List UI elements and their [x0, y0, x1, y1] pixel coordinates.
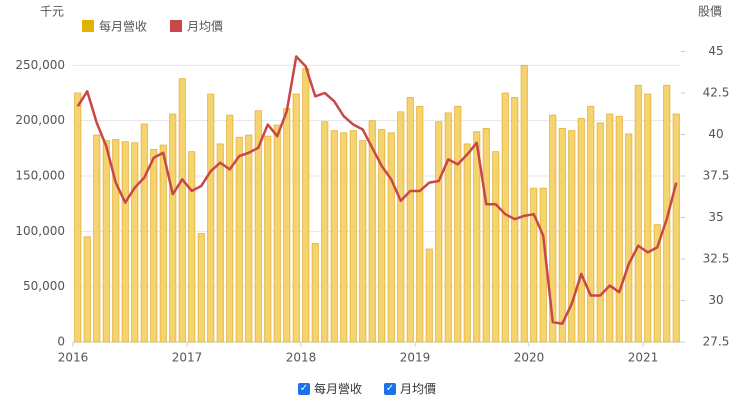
y2-tick-label: 30	[708, 293, 723, 307]
x-tick-label: 2019	[400, 351, 431, 365]
bar	[501, 92, 509, 343]
x-tick-label: 2018	[286, 351, 317, 365]
bar	[359, 140, 367, 343]
bar	[197, 233, 205, 343]
y-tick-label: 100,000	[15, 224, 65, 238]
bar	[473, 131, 481, 343]
y-axis-title: 千元	[40, 5, 64, 19]
y-tick-label: 200,000	[15, 113, 65, 127]
legend-swatch	[82, 20, 94, 32]
legend-label: 月均價	[187, 20, 223, 34]
bar	[625, 133, 633, 343]
bar	[159, 144, 167, 343]
bar	[435, 121, 443, 343]
bar	[131, 142, 139, 343]
toggle-label: 每月營收	[314, 382, 363, 396]
bar	[653, 224, 661, 343]
bar	[482, 128, 490, 343]
bar	[416, 105, 424, 343]
bar	[235, 136, 243, 343]
bar	[169, 113, 177, 343]
y2-tick-label: 42.5	[703, 86, 730, 100]
bar	[216, 143, 224, 343]
legend-label: 每月營收	[99, 19, 147, 34]
bar	[340, 132, 348, 343]
x-tick-label: 2021	[628, 351, 659, 365]
bar	[349, 130, 357, 343]
bar	[672, 113, 680, 343]
bar	[302, 68, 310, 343]
bar	[321, 121, 329, 343]
bar	[397, 111, 405, 343]
bar	[387, 132, 395, 343]
bar	[140, 123, 148, 343]
bar	[273, 124, 281, 343]
bar	[121, 141, 129, 343]
bar	[74, 92, 82, 343]
y-tick-label: 250,000	[15, 58, 65, 72]
y-tick-label: 0	[57, 335, 65, 349]
bar	[568, 130, 576, 343]
x-tick-label: 2017	[172, 351, 203, 365]
y-tick-label: 50,000	[23, 279, 65, 293]
bar	[558, 128, 566, 343]
bar	[254, 110, 262, 343]
bar	[264, 135, 272, 343]
price-line	[76, 55, 678, 325]
bar	[150, 149, 158, 343]
y2-tick-label: 32.5	[703, 252, 730, 266]
bar	[596, 122, 604, 343]
y2-tick-label: 40	[708, 127, 723, 141]
y2-tick-label: 27.5	[703, 335, 730, 349]
bar	[463, 143, 471, 343]
y2-tick-label: 37.5	[703, 169, 730, 183]
bar	[606, 113, 614, 343]
bar	[368, 120, 376, 343]
bar	[587, 105, 595, 343]
bar	[530, 187, 538, 343]
bar	[425, 248, 433, 343]
bar	[207, 93, 215, 343]
y2-tick-label: 45	[708, 44, 723, 58]
bar	[112, 139, 120, 343]
y2-axis-title: 股價	[698, 5, 722, 19]
bar	[577, 118, 585, 343]
bar	[83, 236, 91, 343]
checkbox[interactable]: ✓	[384, 382, 396, 395]
legend-toggle[interactable]: ✓ 月均價	[384, 380, 436, 397]
bar	[283, 108, 291, 343]
y2-tick-label: 35	[708, 210, 723, 224]
bar	[663, 84, 671, 343]
bar	[520, 64, 528, 343]
bar	[634, 84, 642, 343]
y-tick-label: 150,000	[15, 169, 65, 183]
bar	[330, 130, 338, 343]
chart: 千元 股價 0 50,000 100,000 150,000 200,000 250,00…	[15, 5, 730, 365]
checkbox[interactable]: ✓	[298, 382, 310, 395]
bar	[178, 78, 186, 343]
bar	[226, 114, 234, 343]
bar	[444, 112, 452, 343]
bar	[188, 151, 196, 343]
bar	[245, 134, 253, 343]
bar	[406, 97, 414, 343]
bar	[102, 140, 110, 343]
toggle-label: 月均價	[400, 382, 437, 396]
bar	[549, 114, 557, 343]
x-tick-label: 2020	[514, 351, 545, 365]
bar	[644, 93, 652, 343]
bar	[93, 134, 101, 343]
bar	[492, 151, 500, 343]
bar	[378, 129, 386, 343]
bar	[615, 115, 623, 343]
x-tick-label: 2016	[58, 351, 89, 365]
bar	[454, 105, 462, 343]
legend-toggle[interactable]: ✓ 每月營收	[298, 380, 362, 397]
bar	[311, 243, 319, 343]
bar	[292, 93, 300, 343]
legend-swatch	[170, 20, 182, 32]
